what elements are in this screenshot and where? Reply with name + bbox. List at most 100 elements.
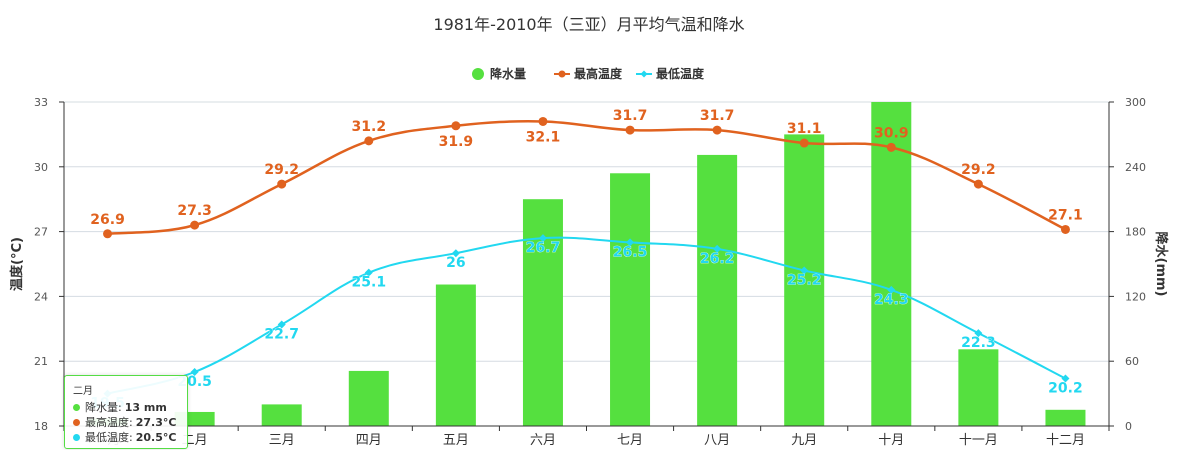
y-right-tick-label: 0 — [1125, 420, 1132, 433]
max-temp-point — [190, 220, 200, 230]
tooltip-row: 最高温度: 27.3°C — [73, 415, 179, 430]
x-tick-label: 二月 — [182, 433, 208, 448]
max-temp-label: 31.7 — [613, 108, 648, 124]
max-temp-point — [712, 125, 722, 135]
min-temp-label: 26.5 — [613, 244, 648, 260]
min-temp-label: 25.2 — [787, 272, 822, 288]
max-temp-label: 30.9 — [874, 125, 909, 141]
tooltip-label: 最高温度: — [85, 416, 133, 429]
min-temp-label: 20.2 — [1048, 380, 1083, 396]
min-temp-point — [800, 266, 809, 275]
min-temp-label: 26.7 — [526, 240, 561, 256]
min-temp-point — [538, 234, 547, 243]
legend-precip-icon — [472, 68, 484, 80]
chart-title: 1981年-2010年（三亚）月平均气温和降水 — [433, 15, 744, 34]
legend-label: 最低温度 — [656, 66, 705, 81]
x-tick-label: 三月 — [269, 433, 295, 448]
max-temp-point — [103, 229, 113, 239]
max-temp-point — [277, 179, 287, 189]
min-temp-point — [190, 368, 199, 376]
max-temp-point — [538, 116, 548, 126]
min-temp-label: 25.1 — [352, 275, 387, 291]
x-tick-label: 九月 — [791, 433, 817, 448]
min-temp-dot-icon — [73, 434, 80, 441]
y-left-tick-label: 33 — [34, 96, 48, 109]
min-temp-label: 22.7 — [264, 326, 299, 342]
precip-bar — [261, 404, 302, 426]
max-temp-dot-icon — [73, 419, 80, 426]
bar-series — [87, 102, 1086, 427]
y-right-axis-label: 降水(mm) — [1153, 232, 1169, 297]
y-right-tick-label: 180 — [1125, 226, 1146, 239]
max-temp-line — [107, 120, 1067, 236]
legend: 降水量 最高温度 最低温度 — [472, 66, 705, 81]
min-temp-label: 24.3 — [874, 292, 909, 308]
min-temp-point — [364, 268, 373, 277]
max-temp-label: 27.3 — [177, 203, 212, 219]
min-temp-point — [713, 244, 722, 253]
line-series — [103, 116, 1070, 398]
max-temp-label: 31.2 — [352, 119, 387, 135]
max-temp-label: 31.7 — [700, 108, 735, 124]
y-right-tick-label: 60 — [1125, 355, 1139, 368]
max-temp-point — [451, 121, 461, 131]
x-tick-label: 五月 — [443, 433, 469, 448]
precip-bar — [348, 370, 389, 426]
y-left-tick-label: 21 — [34, 355, 48, 368]
max-temp-point — [886, 142, 896, 152]
min-temp-label: 26 — [446, 255, 465, 271]
max-temp-point — [799, 138, 809, 148]
y-left-tick-label: 18 — [34, 420, 48, 433]
precip-bar — [784, 134, 825, 426]
max-temp-point — [973, 179, 983, 189]
min-temp-line — [107, 236, 1066, 395]
tooltip-value: 27.3°C — [135, 416, 177, 429]
tooltip-value: 13 mm — [124, 401, 167, 414]
tooltip-value: 20.5°C — [135, 431, 177, 444]
max-temp-label: 29.2 — [961, 162, 996, 178]
x-tick-label: 十二月 — [1046, 433, 1085, 448]
precip-bar — [610, 173, 651, 426]
y-right-tick-label: 120 — [1125, 290, 1146, 303]
legend-max-temp-icon — [558, 70, 566, 78]
x-tick-label: 六月 — [530, 433, 556, 448]
grid — [64, 101, 1109, 427]
legend-min-temp-icon — [640, 70, 648, 78]
max-temp-point — [625, 125, 635, 135]
min-temp-point — [277, 320, 286, 329]
min-temp-label: 26.2 — [700, 251, 735, 267]
min-temp-point — [1061, 374, 1070, 383]
legend-label: 降水量 — [490, 66, 526, 81]
tooltip-label: 降水量: — [85, 401, 122, 414]
tooltip-row: 降水量: 13 mm — [73, 400, 179, 415]
x-tick-label: 十月 — [878, 433, 904, 448]
x-tick-label: 十一月 — [959, 433, 998, 448]
y-left-axis-label: 温度(°C) — [9, 237, 25, 291]
max-temp-label: 29.2 — [264, 162, 299, 178]
x-tick-label: 七月 — [617, 433, 643, 448]
legend-label: 最高温度 — [574, 66, 623, 81]
precip-bar — [435, 284, 476, 426]
precip-bar — [871, 102, 912, 426]
y-right-tick-label: 300 — [1125, 96, 1146, 109]
precip-bar — [1045, 409, 1086, 426]
max-temp-label: 26.9 — [90, 212, 125, 228]
min-temp-point — [974, 329, 983, 338]
min-temp-point — [887, 285, 896, 294]
precip-bar — [958, 349, 999, 426]
precip-bar — [697, 154, 738, 427]
max-temp-label: 31.9 — [439, 134, 474, 150]
y-right-tick-label: 240 — [1125, 161, 1146, 174]
max-temp-point — [1060, 224, 1070, 234]
max-temp-label: 31.1 — [787, 121, 822, 137]
y-left-tick-label: 30 — [34, 161, 48, 174]
x-tick-label: 四月 — [356, 433, 382, 448]
max-temp-point — [364, 136, 374, 146]
precip-dot-icon — [73, 404, 80, 411]
precip-bar — [522, 199, 563, 426]
tooltip-title: 二月 — [73, 386, 93, 397]
tooltip: 二月 降水量: 13 mm 最高温度: 27.3°C 最低温度: 20.5°C — [64, 375, 188, 449]
min-temp-point — [626, 238, 635, 247]
tooltip-label: 最低温度: — [85, 431, 133, 444]
data-labels: 26.9 27.3 29.2 31.2 31.9 32.1 31.7 31.7 31.1 30.9… — [90, 108, 1083, 412]
